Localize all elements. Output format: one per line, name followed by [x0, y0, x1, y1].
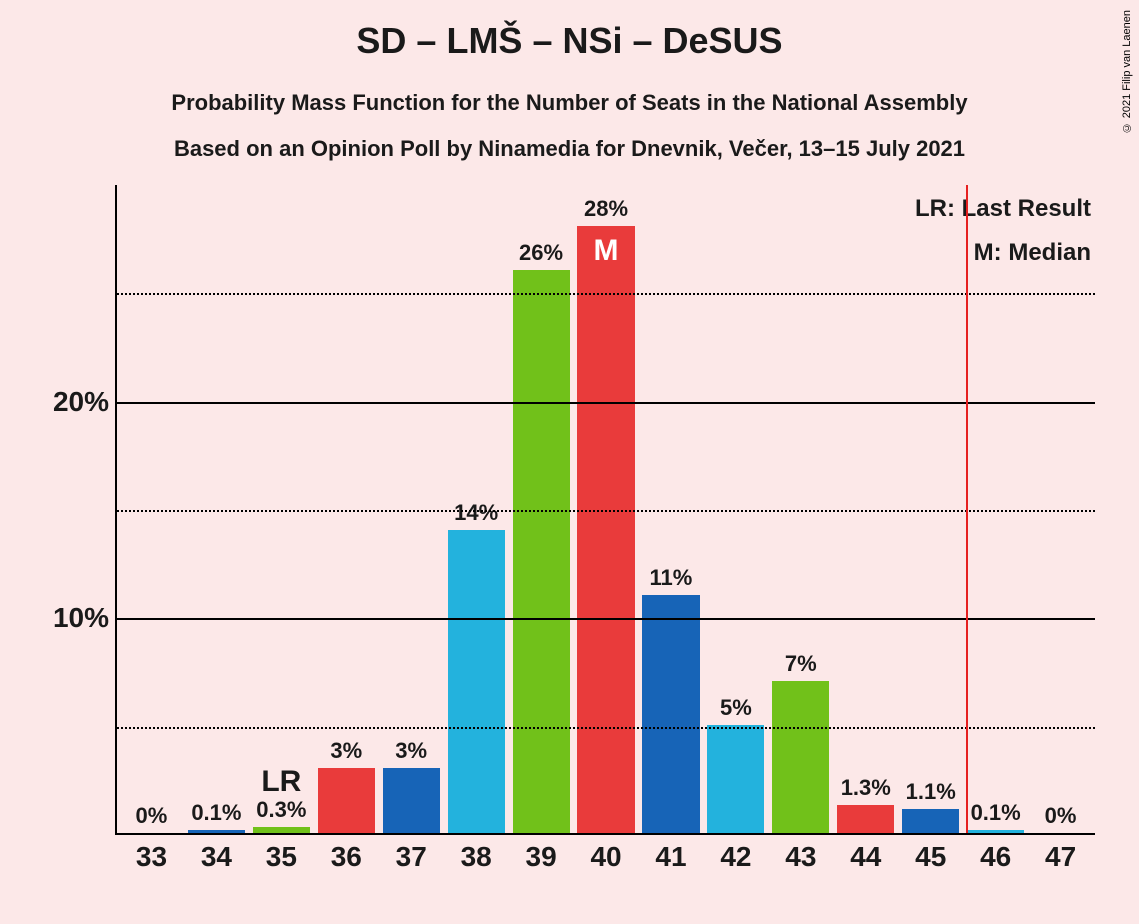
bar: 1.1%	[902, 809, 959, 833]
bar: 14%	[448, 530, 505, 833]
x-tick-label: 41	[639, 841, 704, 873]
x-tick-label: 44	[833, 841, 898, 873]
x-tick-label: 37	[379, 841, 444, 873]
chart-title: SD – LMŠ – NSi – DeSUS	[0, 0, 1139, 62]
bar: 26%	[513, 270, 570, 833]
bar-value-label: 0%	[136, 803, 168, 829]
bar-slot: 28% M	[574, 185, 639, 833]
bar-slot: 0.3%LR	[249, 185, 314, 833]
bar-value-label: 0.3%	[256, 797, 306, 823]
bar: 28%M	[577, 226, 634, 833]
bar-slot: 0%	[1028, 185, 1093, 833]
bar-value-label: 11%	[650, 565, 693, 591]
bar-slot: 11%	[639, 185, 704, 833]
chart-subtitle: Probability Mass Function for the Number…	[0, 80, 1139, 172]
y-tick-label: 20%	[53, 386, 109, 418]
bar-value-label: 0%	[1045, 803, 1077, 829]
bar: 11%	[642, 595, 699, 833]
bar: 5%	[707, 725, 764, 833]
bar-value-label: 3%	[395, 738, 427, 764]
median-marker: M	[594, 234, 619, 268]
x-tick-label: 38	[444, 841, 509, 873]
x-tick-label: 40	[574, 841, 639, 873]
x-tick-label: 39	[509, 841, 574, 873]
bar-value-label: 26%	[519, 240, 563, 266]
x-tick-label: 46	[963, 841, 1028, 873]
copyright-text: © 2021 Filip van Laenen	[1121, 10, 1133, 133]
y-tick-label: 10%	[53, 602, 109, 634]
bar: 1.3%	[837, 805, 894, 833]
bar-slot: 0%	[119, 185, 184, 833]
bar-slot: 1.1%	[898, 185, 963, 833]
bar-value-label: 14%	[454, 500, 498, 526]
x-tick-label: 35	[249, 841, 314, 873]
bar-slot: 3%	[379, 185, 444, 833]
bar-slot: 0.1%	[963, 185, 1028, 833]
x-tick-label: 34	[184, 841, 249, 873]
subtitle-line-2: Based on an Opinion Poll by Ninamedia fo…	[0, 126, 1139, 172]
gridline	[117, 618, 1095, 620]
x-tick-label: 36	[314, 841, 379, 873]
x-tick-label: 45	[898, 841, 963, 873]
bar-value-label: 0.1%	[191, 800, 241, 826]
bar-slot: 0.1%	[184, 185, 249, 833]
bar-value-label: 5%	[720, 695, 752, 721]
bar-value-label: 1.1%	[906, 779, 956, 805]
bar-slot: 26%	[509, 185, 574, 833]
bar-value-label: 0.1%	[971, 800, 1021, 826]
chart-container: LR: Last Result M: Median 0%0.1%0.3%LR3%…	[35, 175, 1115, 875]
plot-area: LR: Last Result M: Median 0%0.1%0.3%LR3%…	[115, 185, 1095, 835]
subtitle-line-1: Probability Mass Function for the Number…	[0, 80, 1139, 126]
bar-slot: 3%	[314, 185, 379, 833]
gridline	[117, 293, 1095, 295]
last-result-marker: LR	[261, 765, 301, 799]
gridline	[117, 402, 1095, 404]
x-tick-label: 42	[703, 841, 768, 873]
bars-group: 0%0.1%0.3%LR3%3%14%26%28%M11%5%7%1.3%1.1…	[117, 185, 1095, 833]
majority-line	[966, 185, 968, 833]
x-tick-label: 47	[1028, 841, 1093, 873]
gridline	[117, 727, 1095, 729]
bar-value-label: 1.3%	[841, 775, 891, 801]
bar-value-label: 3%	[330, 738, 362, 764]
bar-value-label: 28%	[584, 196, 628, 222]
bar: 3%	[318, 768, 375, 833]
bar: 7%	[772, 681, 829, 833]
bar-slot: 1.3%	[833, 185, 898, 833]
x-tick-label: 43	[768, 841, 833, 873]
bar-slot: 5%	[703, 185, 768, 833]
x-tick-label: 33	[119, 841, 184, 873]
bar-slot: 14%	[444, 185, 509, 833]
x-axis-labels: 333435363738394041424344454647	[117, 833, 1095, 873]
bar-value-label: 7%	[785, 651, 817, 677]
bar-slot: 7%	[768, 185, 833, 833]
gridline	[117, 510, 1095, 512]
bar: 3%	[383, 768, 440, 833]
